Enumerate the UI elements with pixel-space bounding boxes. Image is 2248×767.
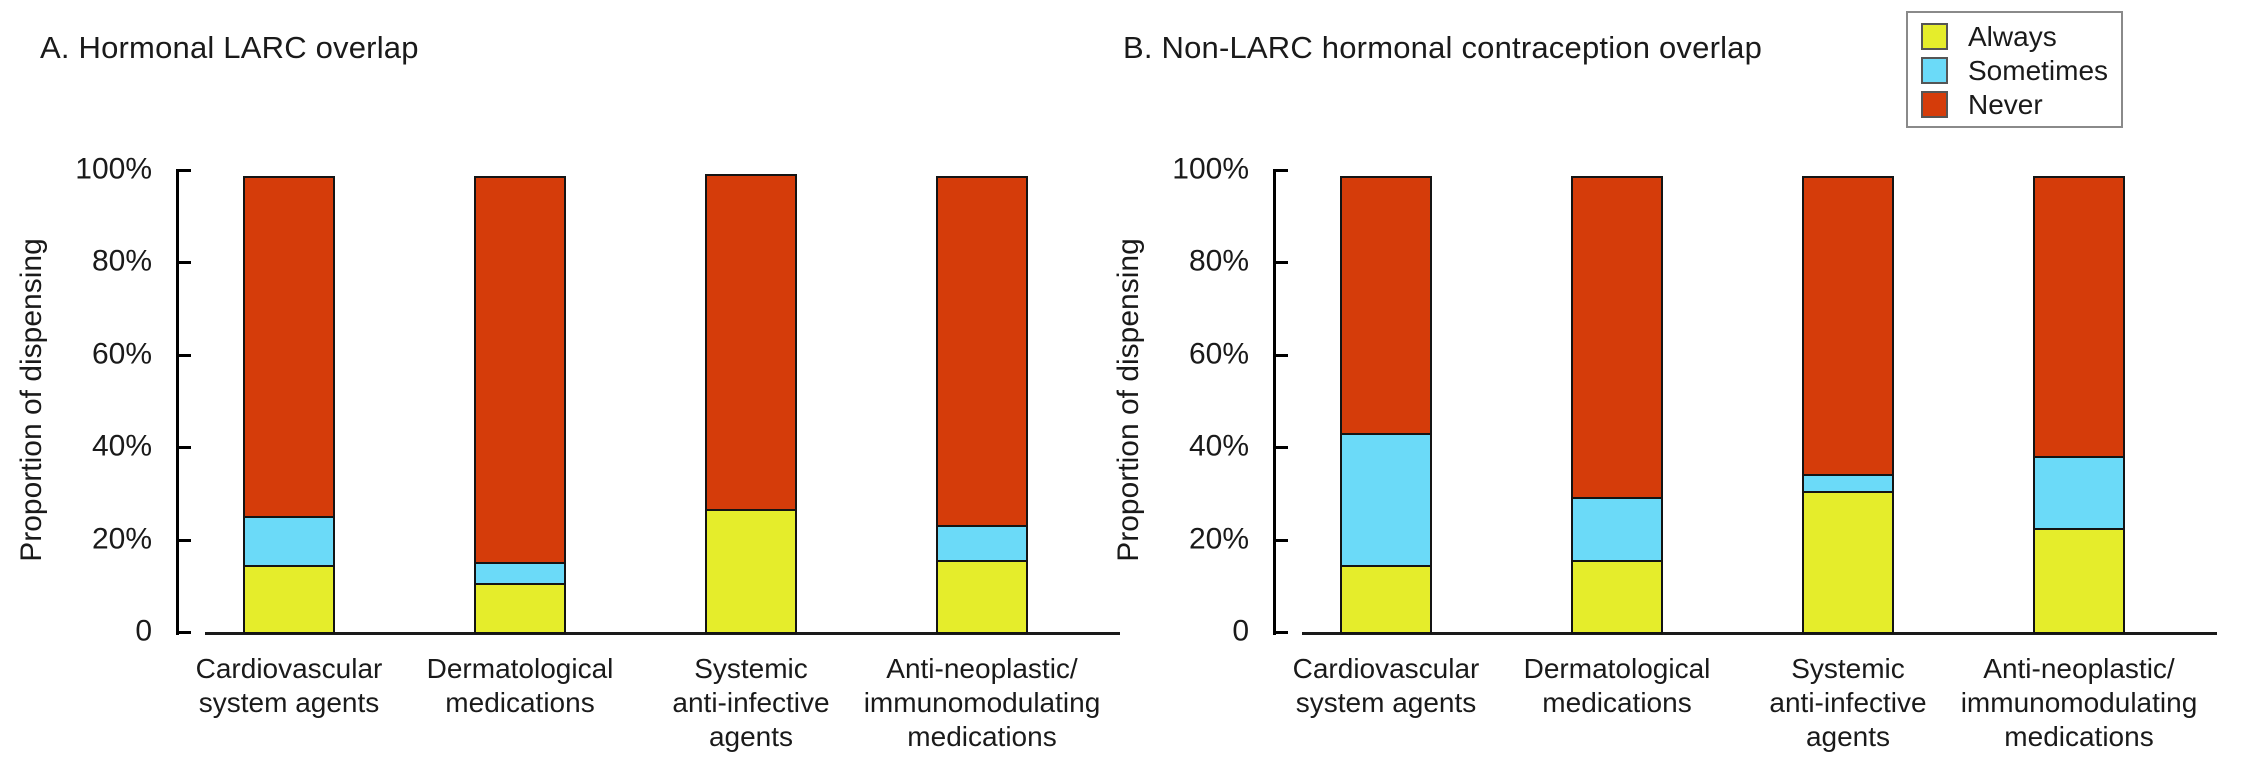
y-tick-label: 60% bbox=[91, 337, 152, 371]
x-category-label-line: Systemic bbox=[694, 653, 808, 684]
legend-item-sometimes: Sometimes bbox=[1921, 54, 2109, 86]
panel-hormonal-larc: A. Hormonal LARC overlap Proportion of d… bbox=[15, 30, 1120, 754]
bar-segment-sometimes bbox=[936, 525, 1028, 563]
x-category-label: Anti-neoplastic/immunomodulating medicati… bbox=[1919, 652, 2239, 754]
y-axis-tick bbox=[176, 169, 191, 172]
x-category-label-line: Dermatological bbox=[1523, 653, 1711, 684]
bar-segment-always bbox=[705, 509, 797, 634]
panel-b-y-axis-title: Proportion of dispensing bbox=[1112, 238, 1145, 562]
bar-segment-always bbox=[1802, 490, 1894, 634]
y-tick-label: 0 bbox=[1232, 614, 1249, 648]
bar-segment-never bbox=[1340, 176, 1432, 435]
bar-segment-always bbox=[1571, 560, 1663, 634]
bar-segment-sometimes bbox=[474, 562, 566, 586]
x-category-label-line: Anti-neoplastic/ bbox=[886, 653, 1078, 684]
x-category-label: Anti-neoplastic/immunomodulating medicati… bbox=[822, 652, 1142, 754]
y-axis-tick bbox=[1273, 446, 1288, 450]
bar-segment-never bbox=[705, 174, 797, 512]
panel-non-larc: B. Non-LARC hormonal contraception overl… bbox=[1097, 0, 2248, 767]
y-axis-line bbox=[176, 169, 179, 635]
y-tick-label: 60% bbox=[1188, 337, 1249, 371]
x-category-label-line: medications bbox=[907, 721, 1057, 752]
always-swatch-icon bbox=[1921, 23, 1948, 50]
x-category-label-line: Systemic bbox=[1791, 653, 1905, 684]
bar-segment-always bbox=[1340, 564, 1432, 634]
y-tick-label: 40% bbox=[91, 429, 152, 463]
bar-segment-sometimes bbox=[1340, 432, 1432, 567]
y-tick-label: 0 bbox=[135, 614, 152, 648]
x-category-label-line: anti-infective bbox=[672, 687, 830, 718]
bar-segment-always bbox=[474, 583, 566, 634]
bar-segment-always bbox=[936, 560, 1028, 634]
y-axis-tick bbox=[176, 261, 191, 265]
y-tick-label: 80% bbox=[91, 244, 152, 278]
bar-segment-never bbox=[936, 176, 1028, 528]
x-category-label: Dermatological medications bbox=[360, 652, 680, 720]
panel-b-title: B. Non-LARC hormonal contraception overl… bbox=[1123, 30, 1763, 65]
bar-segment-never bbox=[2033, 176, 2125, 458]
y-axis-tick bbox=[1273, 169, 1288, 172]
x-category-label-line: Cardiovascular bbox=[1292, 653, 1480, 684]
panel-a-y-axis-title: Proportion of dispensing bbox=[15, 238, 48, 562]
x-category-label: Systemic anti-infective agents bbox=[591, 652, 911, 754]
x-category-label-line: Cardiovascular bbox=[195, 653, 383, 684]
x-category-label-line: agents bbox=[1805, 721, 1891, 752]
bar-segment-never bbox=[1571, 176, 1663, 500]
bar-segment-sometimes bbox=[2033, 455, 2125, 530]
y-tick-label: 100% bbox=[1172, 152, 1249, 186]
y-tick-label: 20% bbox=[1188, 521, 1249, 555]
bar-segment-sometimes bbox=[1571, 497, 1663, 563]
x-category-label: Systemic anti-infective agents bbox=[1688, 652, 2008, 754]
legend-label-sometimes: Sometimes bbox=[1968, 54, 2109, 86]
x-category-label: Cardiovascular system agents bbox=[129, 652, 449, 720]
bar-segment-sometimes bbox=[1802, 474, 1894, 493]
bar-segment-always bbox=[2033, 527, 2125, 634]
x-category-label-line: medications bbox=[1542, 687, 1692, 718]
x-axis-line bbox=[205, 632, 1120, 635]
panel-a-title: A. Hormonal LARC overlap bbox=[40, 30, 419, 65]
x-category-label-line: immunomodulating bbox=[863, 687, 1101, 718]
legend-item-never: Never bbox=[1921, 88, 2043, 120]
bar-segment-always bbox=[243, 564, 335, 634]
legend-label-never: Never bbox=[1968, 88, 2043, 120]
y-axis-tick bbox=[1273, 631, 1288, 634]
legend-item-always: Always bbox=[1921, 20, 2057, 52]
x-category-label-line: Dermatological bbox=[426, 653, 614, 684]
bar-segment-never bbox=[1802, 176, 1894, 477]
x-category-label-line: immunomodulating bbox=[1960, 687, 2198, 718]
y-axis-tick bbox=[176, 538, 191, 542]
y-axis-line bbox=[1273, 169, 1276, 635]
x-category-label-line: agents bbox=[708, 721, 794, 752]
x-category-label: Cardiovascular system agents bbox=[1226, 652, 1546, 720]
y-axis-tick bbox=[176, 353, 191, 357]
y-tick-label: 40% bbox=[1188, 429, 1249, 463]
bar-segment-never bbox=[474, 176, 566, 565]
y-axis-tick bbox=[176, 631, 191, 634]
sometimes-swatch-icon bbox=[1921, 57, 1948, 84]
never-swatch-icon bbox=[1921, 91, 1948, 118]
y-tick-label: 20% bbox=[91, 521, 152, 555]
y-axis-tick bbox=[1273, 353, 1288, 357]
x-category-label-line: system agents bbox=[198, 687, 380, 718]
y-axis-tick bbox=[176, 446, 191, 450]
legend: Always Sometimes Never bbox=[1906, 11, 2123, 128]
x-category-label-line: medications bbox=[445, 687, 595, 718]
bar-segment-sometimes bbox=[243, 515, 335, 567]
x-category-label-line: Anti-neoplastic/ bbox=[1983, 653, 2175, 684]
y-axis-tick bbox=[1273, 538, 1288, 542]
x-axis-line bbox=[1302, 632, 2217, 635]
x-category-label-line: system agents bbox=[1295, 687, 1477, 718]
legend-label-always: Always bbox=[1968, 20, 2057, 52]
y-tick-label: 100% bbox=[75, 152, 152, 186]
y-tick-label: 80% bbox=[1188, 244, 1249, 278]
bar-segment-never bbox=[243, 176, 335, 518]
x-category-label-line: anti-infective bbox=[1769, 687, 1927, 718]
x-category-label: Dermatological medications bbox=[1457, 652, 1777, 720]
x-category-label-line: medications bbox=[2004, 721, 2154, 752]
y-axis-tick bbox=[1273, 261, 1288, 265]
